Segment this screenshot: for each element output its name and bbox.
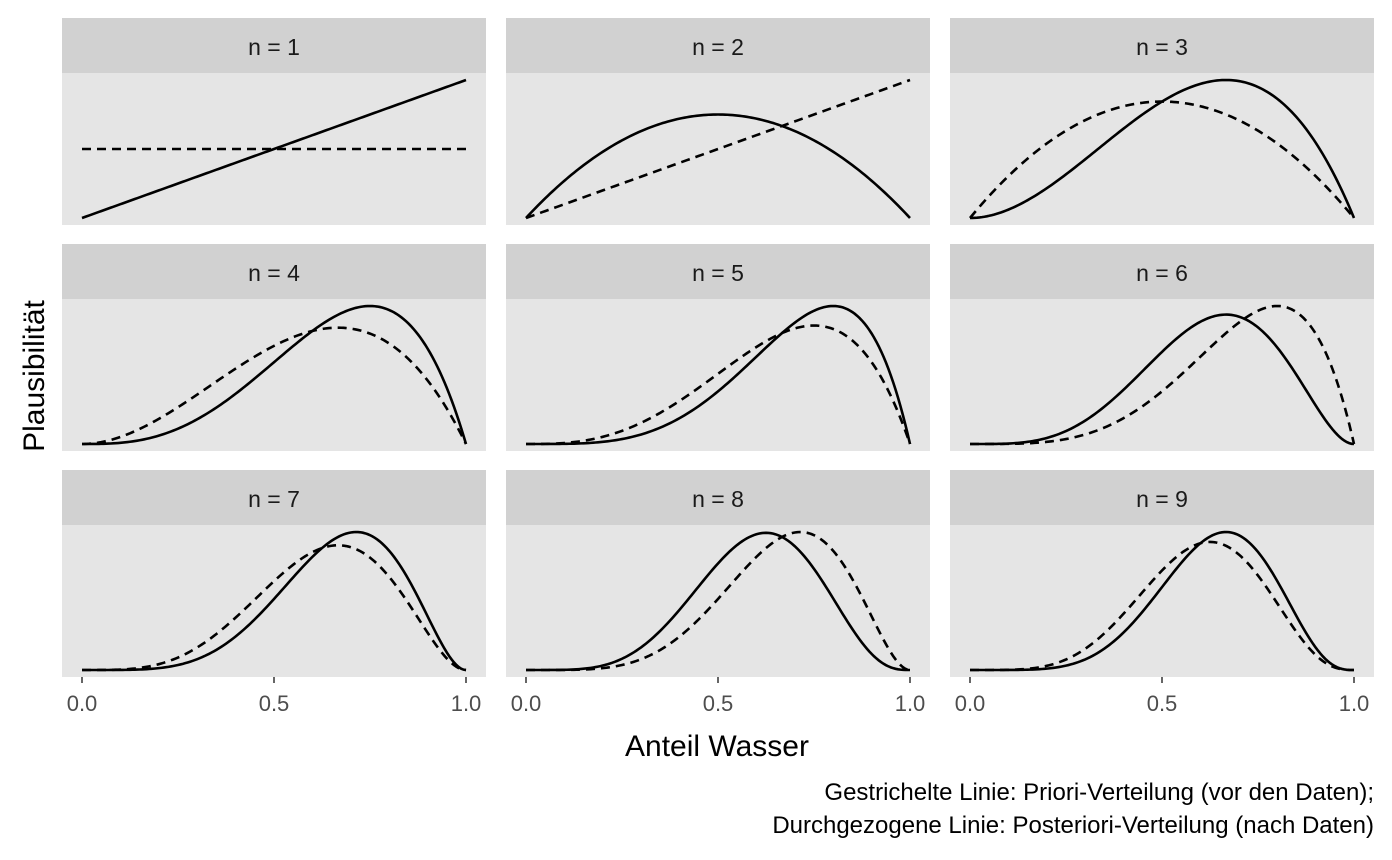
facet-label: n = 3: [1136, 34, 1188, 60]
prior-curve: [526, 324, 912, 446]
x-tick-label: 1.0: [451, 691, 482, 716]
prior-curve: [81, 326, 468, 446]
facet-label: n = 5: [692, 260, 744, 286]
facet-strip: [62, 470, 486, 525]
facet-panel: n = 7 0.0 0.5 1.0: [62, 470, 486, 716]
facet-strip: [950, 470, 1374, 525]
panel-background: [950, 525, 1374, 677]
panel-background: [506, 299, 930, 451]
facet-strip: [506, 18, 930, 73]
facet-panel: n = 6: [950, 244, 1374, 451]
x-tick-label: 0.5: [703, 691, 734, 716]
x-tick-label: 0.0: [67, 691, 98, 716]
posterior-curve: [81, 78, 467, 220]
facet-label: n = 2: [692, 34, 744, 60]
posterior-curve: [970, 313, 1355, 446]
facet-strip: [62, 244, 486, 299]
facet-label: n = 8: [692, 486, 744, 512]
facet-label: n = 9: [1136, 486, 1188, 512]
x-axis-title: Anteil Wasser: [625, 730, 809, 763]
facet-panel: n = 4: [62, 244, 486, 451]
facet-grid: n = 1 n = 2 n = 3 n = 4 n = 5 n = 6 n = 7 0.0 0.…: [62, 18, 1374, 716]
posterior-curve: [525, 113, 911, 219]
x-tick-label: 0.0: [955, 691, 986, 716]
posterior-curve: [82, 530, 467, 672]
facet-strip: [950, 244, 1374, 299]
panel-background: [950, 299, 1374, 451]
facet-panel: n = 2: [506, 18, 930, 225]
x-tick-label: 0.5: [1147, 691, 1178, 716]
facet-strip: [506, 470, 930, 525]
panel-background: [62, 299, 486, 451]
caption-line-1: Gestrichelte Linie: Priori-Verteilung (v…: [824, 779, 1374, 806]
x-tick-label: 1.0: [1339, 691, 1370, 716]
facet-panel: n = 3: [950, 18, 1374, 225]
prior-curve: [970, 540, 1355, 672]
facet-strip: [62, 18, 486, 73]
facet-panel: n = 5: [506, 244, 930, 451]
posterior-curve: [970, 530, 1355, 672]
prior-curve: [970, 304, 1356, 446]
posterior-curve: [526, 304, 912, 446]
panel-background: [506, 525, 930, 677]
facet-label: n = 7: [248, 486, 300, 512]
panel-background: [950, 73, 1374, 225]
facet-strip: [950, 18, 1374, 73]
facet-label: n = 1: [248, 34, 300, 60]
facet-panel: n = 1: [62, 18, 486, 225]
posterior-curve: [82, 304, 468, 446]
x-tick-label: 0.0: [511, 691, 542, 716]
prior-curve: [82, 543, 467, 672]
facet-label: n = 6: [1136, 260, 1188, 286]
panel-background: [62, 525, 486, 677]
facet-strip: [506, 244, 930, 299]
facet-panel: n = 8 0.0 0.5 1.0: [506, 470, 930, 716]
facet-label: n = 4: [248, 260, 300, 286]
caption-line-2: Durchgezogene Linie: Posteriori-Verteilu…: [772, 812, 1374, 839]
posterior-curve: [526, 531, 911, 672]
facet-panel: n = 9 0.0 0.5 1.0: [950, 470, 1374, 716]
posterior-curve: [969, 78, 1356, 220]
caption: Gestrichelte Linie: Priori-Verteilung (v…: [772, 776, 1374, 842]
x-tick-label: 0.5: [259, 691, 290, 716]
y-axis-title: Plausibilität: [18, 299, 51, 451]
prior-curve: [525, 78, 911, 220]
x-tick-label: 1.0: [895, 691, 926, 716]
chart: n = 1 n = 2 n = 3 n = 4 n = 5 n = 6 n = 7 0.0 0.…: [18, 18, 1374, 763]
